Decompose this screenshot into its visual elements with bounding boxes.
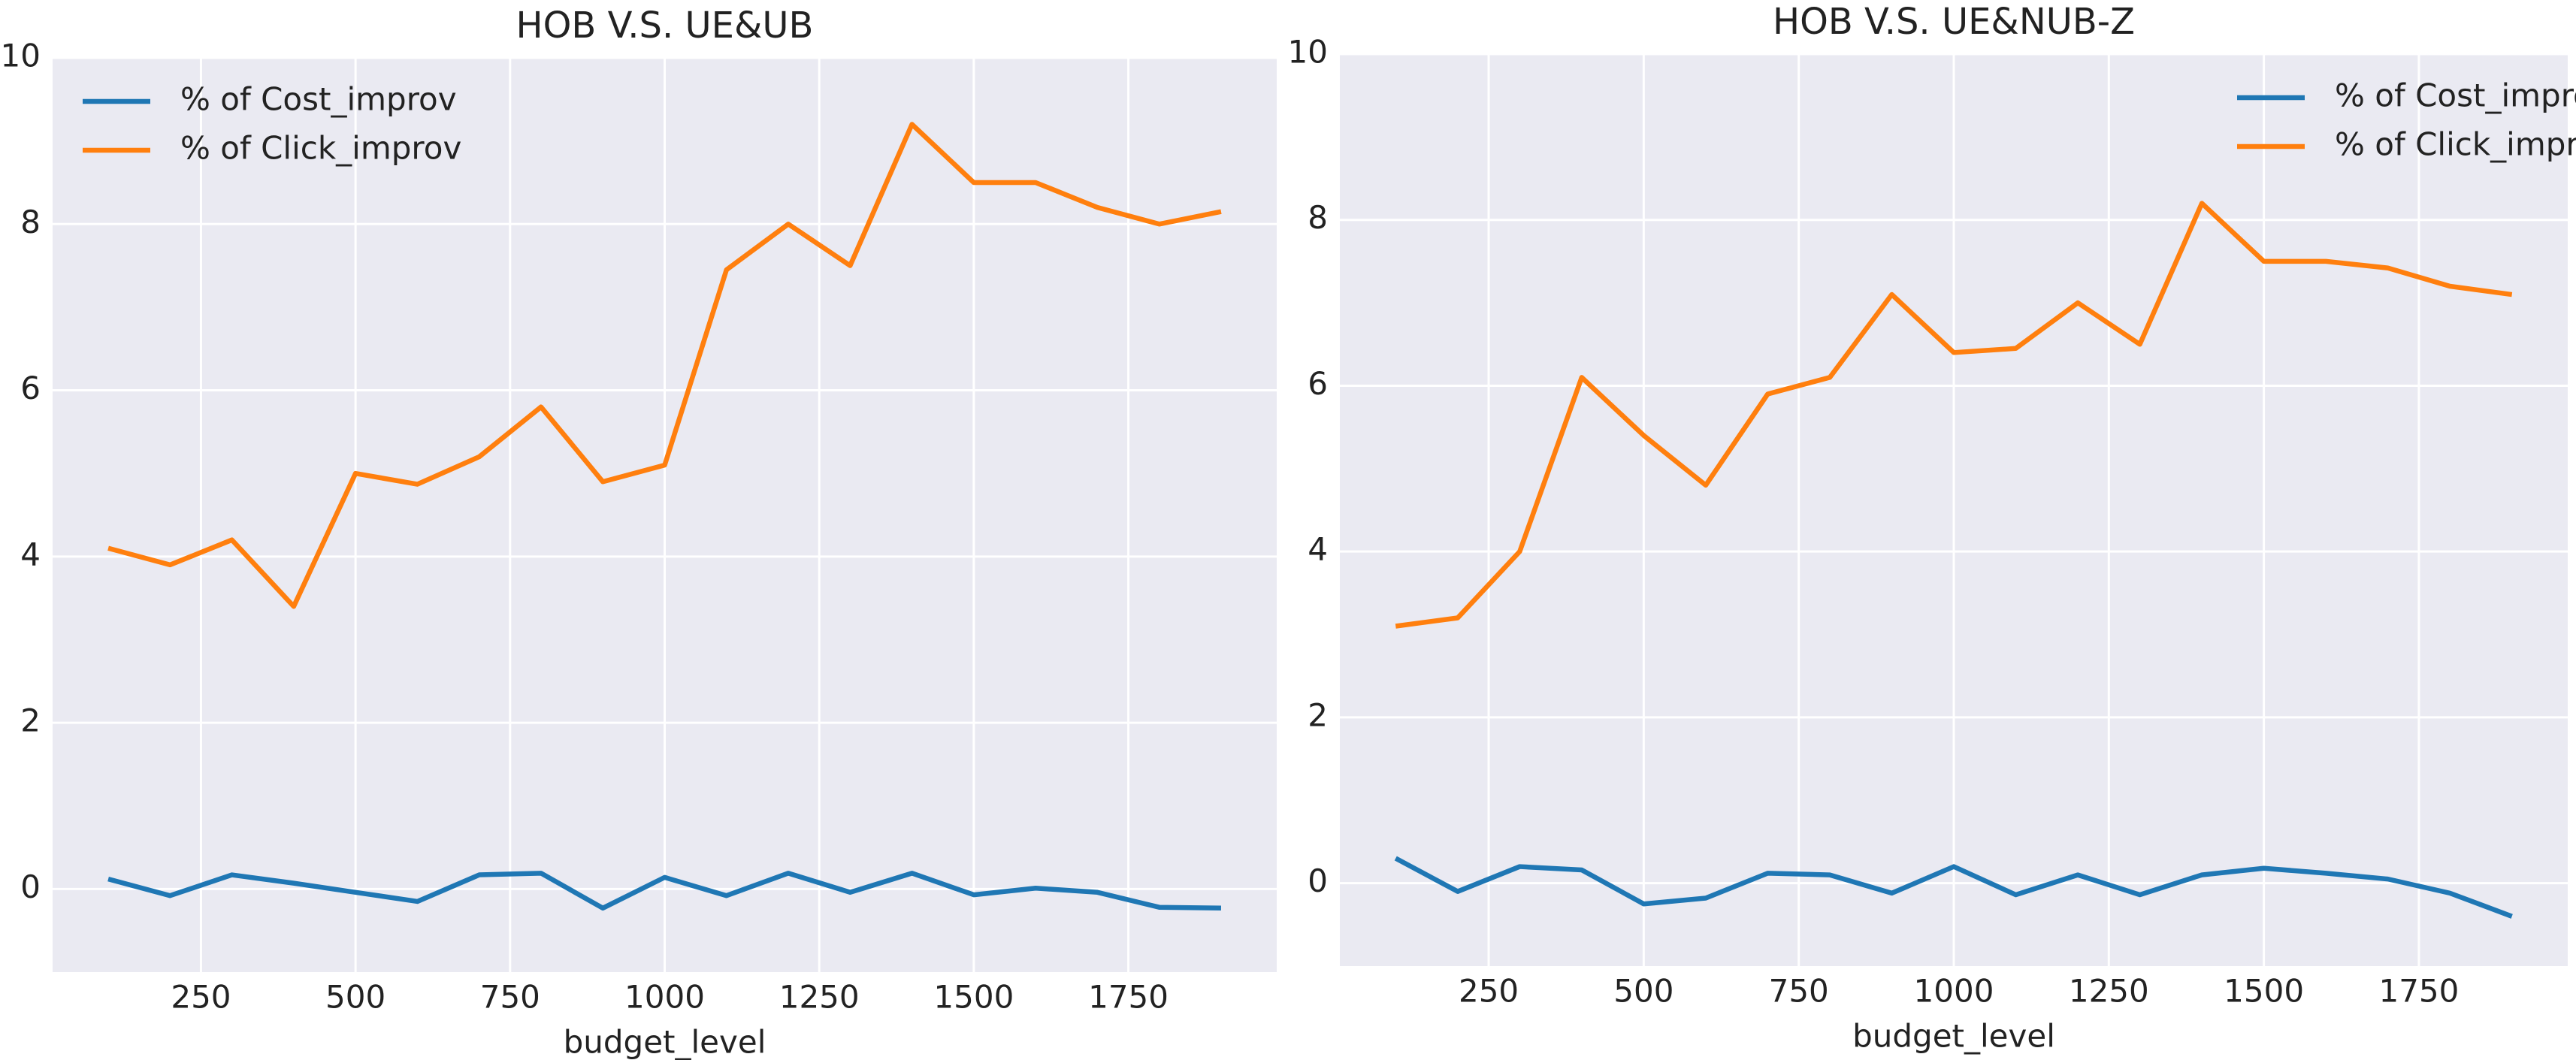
y-tick-label: 2	[20, 702, 41, 739]
data-line	[1395, 201, 2513, 629]
x-tick-label: 1250	[2069, 973, 2149, 1010]
x-tick-label: 1750	[1088, 979, 1169, 1016]
x-tick-label: 250	[171, 979, 231, 1016]
y-tick-label: 0	[1308, 862, 1328, 899]
y-tick-label: 6	[20, 370, 41, 406]
x-tick-label: 1250	[779, 979, 860, 1016]
x-tick-label: 750	[480, 979, 540, 1016]
x-axis-label: budget_level	[564, 1024, 766, 1060]
x-axis-label: budget_level	[1852, 1018, 2055, 1055]
y-tick-label: 0	[20, 868, 41, 905]
x-tick-label: 500	[1613, 973, 1673, 1010]
y-tick-label: 10	[1, 38, 41, 74]
y-tick-label: 8	[1308, 199, 1328, 236]
chart-title: HOB V.S. UE&UB	[516, 5, 814, 47]
x-tick-label: 1750	[2378, 973, 2459, 1010]
x-tick-label: 1500	[933, 979, 1014, 1016]
y-tick-label: 6	[1308, 365, 1328, 402]
legend-label: % of Click_improv	[180, 130, 461, 167]
y-tick-label: 4	[1308, 531, 1328, 568]
x-tick-label: 1000	[1914, 973, 1994, 1010]
data-line	[107, 122, 1222, 609]
legend-label: % of Cost_improv	[2335, 77, 2576, 114]
x-tick-label: 1500	[2224, 973, 2304, 1010]
data-line	[1394, 856, 2513, 919]
x-tick-label: 250	[1459, 973, 1519, 1010]
y-tick-label: 10	[1288, 34, 1328, 71]
chart-title: HOB V.S. UE&NUB-Z	[1773, 1, 2135, 43]
legend-label: % of Click_improv	[2335, 126, 2576, 163]
data-line	[107, 871, 1221, 911]
legend-label: % of Cost_improv	[180, 81, 457, 118]
x-tick-label: 750	[1769, 973, 1829, 1010]
x-tick-label: 1000	[624, 979, 705, 1016]
x-tick-label: 500	[325, 979, 385, 1016]
y-tick-label: 8	[20, 204, 41, 240]
y-tick-label: 2	[1308, 696, 1328, 733]
y-tick-label: 4	[20, 536, 41, 572]
